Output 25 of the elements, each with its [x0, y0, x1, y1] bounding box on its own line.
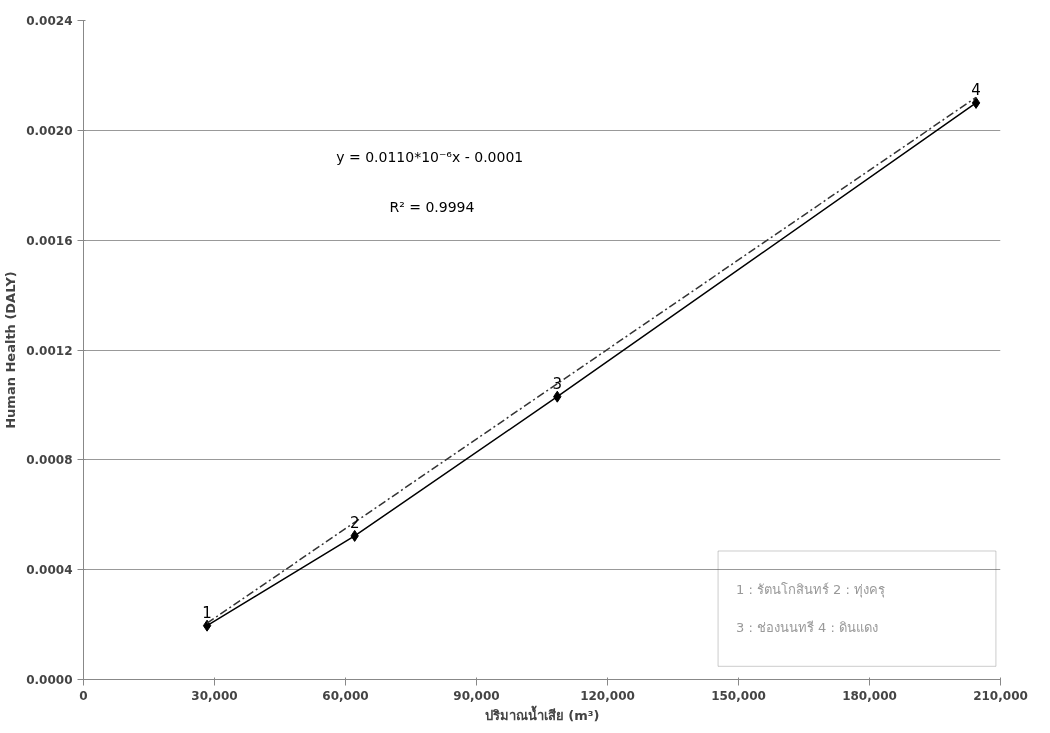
annotation: 3 : ช่องนนทรี 4 : ดินแดง [736, 620, 879, 636]
x-axis-title: ปริมาณน้ำเสีย (m³) [484, 704, 600, 723]
annotation: R² = 0.9994 [389, 198, 475, 215]
y-axis-title: Human Health (DALY) [3, 271, 19, 429]
x-tick-label: 210,000 [973, 688, 1028, 703]
point [202, 619, 212, 632]
x-tick-label: 0 [79, 688, 88, 703]
x-tick-label: 150,000 [711, 688, 766, 703]
x-tick-label: 60,000 [322, 688, 369, 703]
y-tick-label: 0.0000 [26, 673, 73, 687]
y-tick-label: 0.0024 [26, 14, 73, 28]
y-tick-label: 0.0004 [26, 563, 73, 578]
annotation: 1 [202, 603, 212, 622]
x-tick-label: 90,000 [453, 688, 500, 703]
annotation: 1 : รัตนโกสินทร์ 2 : ทุ่งครุ [736, 581, 886, 598]
annotation: y = 0.0110*10⁻⁶x - 0.0001 [336, 149, 524, 166]
point [971, 96, 981, 109]
y-tick-label: 0.0020 [26, 123, 73, 138]
y-tick-label: 0.0008 [26, 453, 73, 468]
x-tick-label: 120,000 [580, 688, 635, 703]
x-tick-label: 30,000 [191, 688, 238, 703]
y-tick-label: 0.0016 [26, 233, 73, 248]
y-tick-label: 0.0012 [26, 343, 73, 358]
annotation: 4 [971, 80, 981, 99]
x-tick-label: 180,000 [842, 688, 897, 703]
